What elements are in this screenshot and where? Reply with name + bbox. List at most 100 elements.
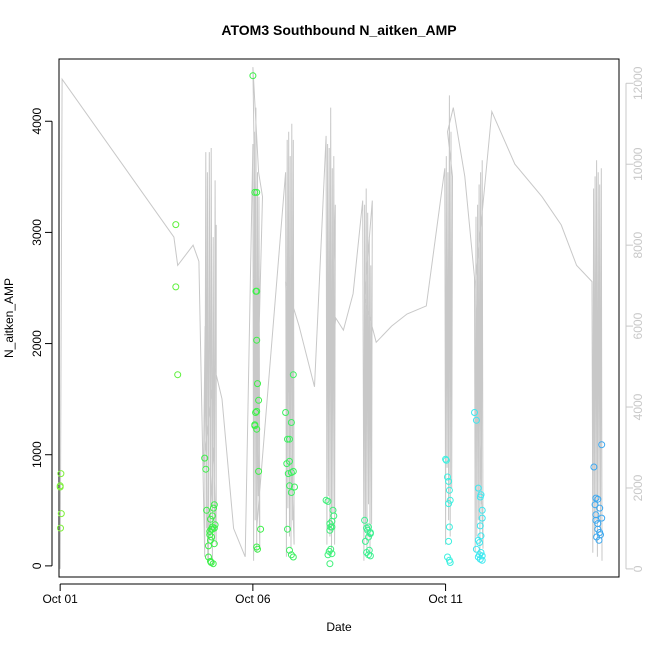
data-point — [207, 515, 214, 523]
right-y-tick-label: 6000 — [631, 312, 645, 339]
data-point — [445, 523, 453, 531]
data-point — [255, 467, 263, 475]
data-point — [472, 545, 480, 553]
data-point — [257, 525, 265, 533]
data-point — [210, 501, 218, 509]
y-tick-label: 0 — [30, 562, 44, 569]
data-point — [366, 530, 374, 538]
right-axis-line-layer — [59, 67, 603, 569]
x-axis: Oct 01 Oct 06 Oct 11 — [42, 583, 463, 606]
data-point — [206, 531, 214, 539]
data-point — [598, 441, 606, 449]
data-point — [328, 550, 336, 558]
data-point — [286, 435, 293, 443]
data-point — [476, 522, 484, 530]
data-point — [254, 380, 261, 388]
data-point — [444, 473, 451, 481]
data-point — [445, 477, 453, 485]
data-point — [442, 456, 450, 464]
data-point — [249, 72, 257, 80]
data-point — [284, 525, 291, 533]
data-point — [442, 455, 450, 463]
data-point — [210, 524, 218, 532]
data-point — [251, 188, 259, 196]
data-point — [328, 523, 336, 531]
data-point — [326, 560, 334, 568]
data-point — [366, 552, 374, 560]
data-point — [594, 525, 602, 533]
y-tick-label: 3000 — [30, 219, 44, 246]
x-tick-label: Oct 01 — [42, 592, 78, 606]
data-point — [252, 409, 260, 416]
data-point — [326, 520, 334, 528]
data-point — [327, 545, 335, 553]
chart-title: ATOM3 Southbound N_aitken_AMP — [221, 22, 456, 38]
plot-frame — [58, 58, 620, 578]
data-point — [251, 421, 259, 429]
data-point — [289, 553, 297, 561]
data-point — [478, 506, 486, 514]
data-point — [478, 514, 486, 522]
data-point — [210, 504, 217, 512]
data-point — [591, 501, 599, 509]
right-y-tick-label: 10000 — [631, 147, 645, 181]
data-point — [324, 497, 332, 505]
data-point — [471, 409, 478, 416]
data-point — [287, 419, 295, 426]
data-point — [472, 416, 480, 424]
data-point — [284, 435, 291, 443]
data-point — [291, 483, 298, 491]
data-point — [172, 283, 180, 291]
data-point — [57, 524, 64, 532]
x-tick-label: Oct 11 — [428, 592, 463, 606]
data-point — [286, 546, 293, 554]
right-y-tick-label: 0 — [631, 565, 645, 572]
data-point — [596, 504, 604, 512]
data-point — [330, 512, 338, 520]
data-point — [476, 539, 483, 546]
data-point — [172, 221, 180, 229]
data-point — [446, 559, 454, 566]
data-point — [592, 516, 600, 524]
data-point — [174, 371, 182, 379]
data-point — [594, 495, 602, 503]
right-y-tick-label: 8000 — [631, 232, 645, 259]
data-point — [361, 537, 369, 545]
data-point — [57, 470, 65, 478]
data-point — [477, 532, 485, 540]
data-point — [286, 457, 293, 465]
y-axis: 0 1000 2000 3000 4000 — [30, 108, 53, 569]
data-point — [365, 546, 373, 554]
y-tick-label: 1000 — [30, 441, 44, 468]
data-point — [205, 553, 212, 561]
data-point — [287, 551, 295, 559]
data-point — [254, 545, 261, 553]
right-y-tick-label: 12000 — [631, 66, 645, 100]
data-point — [289, 371, 297, 379]
y-tick-label: 2000 — [30, 330, 44, 357]
data-point — [253, 407, 261, 415]
data-point — [202, 465, 210, 473]
right-axis-line — [59, 67, 603, 569]
data-point — [445, 486, 453, 494]
x-tick-label: Oct 06 — [235, 592, 271, 606]
data-point — [56, 483, 64, 491]
y-axis-label: N_aitken_AMP — [2, 278, 16, 358]
data-point — [253, 425, 261, 433]
right-y-axis: 0 2000 4000 6000 8000 10000 12000 — [625, 66, 645, 572]
points-layer — [56, 72, 606, 568]
data-point — [210, 540, 218, 548]
data-point — [478, 556, 486, 564]
data-point — [598, 514, 606, 522]
data-point — [205, 542, 212, 550]
data-point — [597, 531, 604, 539]
data-point — [253, 287, 261, 295]
data-point — [324, 551, 332, 559]
data-point — [590, 463, 598, 471]
data-point — [287, 489, 295, 496]
data-point — [209, 560, 217, 568]
data-point — [255, 396, 263, 404]
data-point — [282, 409, 290, 416]
right-y-tick-label: 4000 — [631, 393, 645, 420]
data-point — [445, 537, 453, 545]
